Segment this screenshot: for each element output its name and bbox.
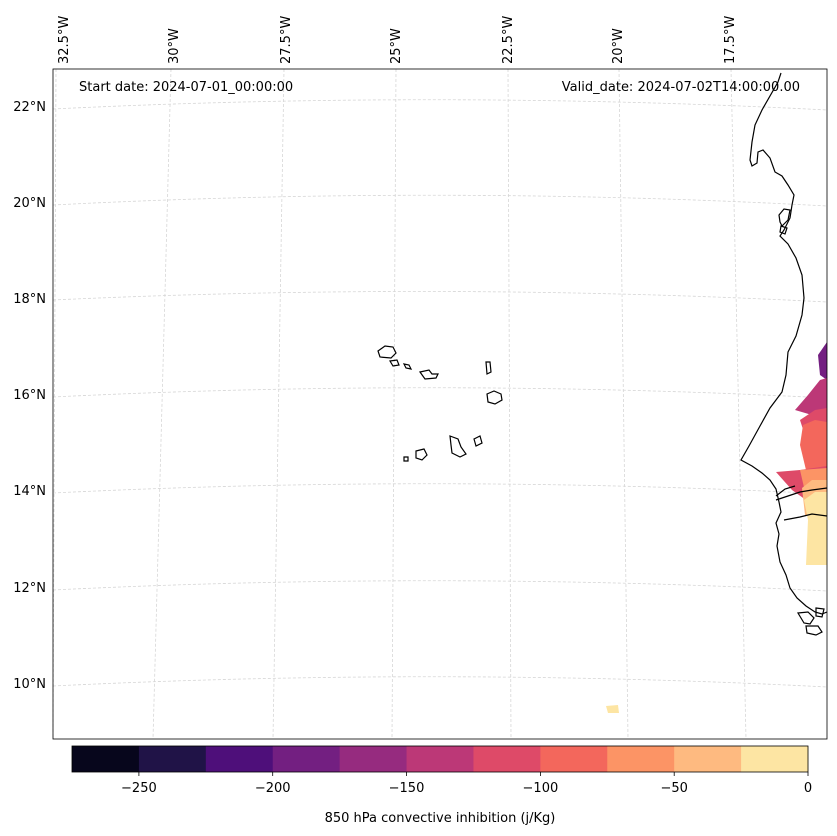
meridian-17-5w [730, 68, 747, 740]
meridian-30w [152, 68, 172, 740]
island-brava [403, 456, 409, 462]
lat-label-22n: 22°N [13, 100, 46, 115]
colorbar-bin [72, 746, 140, 772]
island-santiago [449, 435, 467, 458]
africa-coastline [740, 72, 828, 615]
lon-label-22-5w: 22.5°W [501, 16, 516, 64]
map-frame-bg [53, 69, 827, 739]
island-boa-vista [486, 390, 503, 405]
meridian-22-5w [507, 68, 512, 740]
bay-1 [778, 208, 791, 228]
island-sao-vicente [389, 359, 400, 367]
lon-label-25w: 25°W [389, 28, 404, 64]
colorbar-bin [540, 746, 608, 772]
coastlines [377, 72, 828, 636]
lon-label-32-5w: 32.5°W [57, 16, 72, 64]
lat-label-10n: 10°N [13, 677, 46, 692]
colorbar [72, 746, 809, 772]
contour-magenta [795, 378, 827, 415]
island-maio [473, 435, 483, 447]
lat-label-16n: 16°N [13, 388, 46, 403]
cin-contours [606, 342, 827, 713]
island-santa-luzia [402, 363, 413, 370]
lat-label-18n: 18°N [13, 292, 46, 307]
cbar-ticklabel-100: −100 [523, 781, 559, 796]
colorbar-bin [473, 746, 541, 772]
islet-1 [796, 611, 815, 625]
parallel-10n [52, 676, 828, 688]
parallel-16n [52, 387, 828, 399]
map-frame [52, 68, 828, 740]
colorbar-bin [741, 746, 809, 772]
meridian-25w [391, 68, 397, 740]
parallel-14n [52, 483, 828, 495]
colorbar-ticks [138, 772, 809, 776]
colorbar-bin [406, 746, 474, 772]
coastal-border [783, 513, 828, 521]
cbar-ticklabel-50: −50 [660, 781, 687, 796]
contour-pale [804, 492, 827, 565]
lat-label-14n: 14°N [13, 484, 46, 499]
lon-label-30w: 30°W [167, 28, 182, 64]
colorbar-outline [71, 745, 809, 773]
cbar-ticklabel-200: −200 [255, 781, 291, 796]
lon-label-20w: 20°W [611, 28, 626, 64]
islet-3 [815, 607, 825, 618]
colorbar-bin [607, 746, 675, 772]
gambia-river [775, 485, 828, 501]
contour-purple [818, 342, 827, 380]
bay-2 [779, 225, 788, 235]
lat-label-20n: 20°N [13, 196, 46, 211]
parallel-12n [52, 580, 828, 592]
colorbar-bin [272, 746, 341, 772]
cbar-ticklabel-0: 0 [804, 781, 812, 796]
cbar-ticklabel-150: −150 [389, 781, 425, 796]
lat-label-12n: 12°N [13, 581, 46, 596]
island-fogo [415, 448, 428, 461]
lon-label-17-5w: 17.5°W [723, 16, 738, 64]
parallel-20n [52, 194, 828, 207]
meridian-32-5w [52, 68, 57, 740]
colorbar-bin [674, 746, 742, 772]
cbar-ticklabel-250: −250 [121, 781, 157, 796]
meridian-20w [618, 68, 629, 740]
island-santo-antao [377, 345, 397, 359]
parallel-18n [52, 291, 828, 303]
contour-salmon [800, 420, 827, 470]
colorbar-bin [205, 746, 274, 772]
contour-pale-spot [606, 705, 619, 713]
island-sal [485, 361, 492, 375]
lon-label-27-5w: 27.5°W [279, 16, 294, 64]
start-date-text: Start date: 2024-07-01_00:00:00 [79, 80, 293, 95]
colorbar-label: 850 hPa convective inhibition (j/Kg) [325, 811, 556, 826]
islet-2 [805, 625, 823, 636]
valid-date-text: Valid_date: 2024-07-02T14:00:00.00 [562, 80, 800, 95]
meridian-27-5w [272, 68, 285, 740]
parallel-22n [52, 99, 828, 111]
colorbar-bin [339, 746, 408, 772]
colorbar-bin [138, 746, 207, 772]
graticule [52, 68, 828, 740]
island-sao-nicolau [418, 369, 439, 380]
